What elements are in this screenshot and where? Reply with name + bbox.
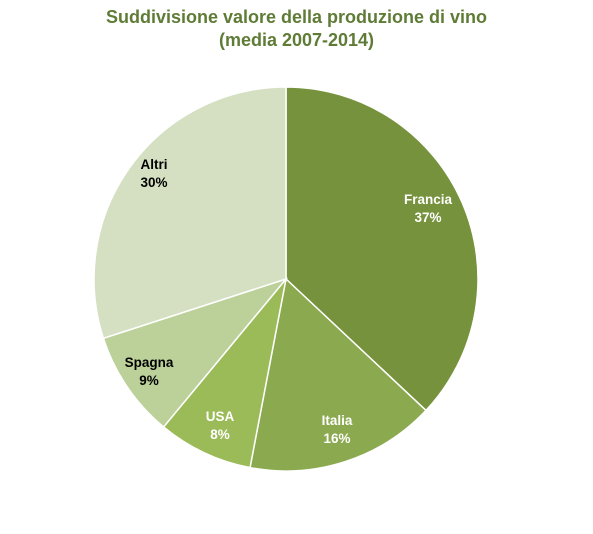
pie-slice-altri <box>93 86 287 340</box>
pie-label-usa-value: 8% <box>210 427 230 442</box>
pie-slices <box>93 86 479 472</box>
pie-labels: Francia 37% Italia 16% USA 8% Spagna 9% Altri 30% <box>125 157 453 446</box>
pie-label-altri-name: Altri <box>141 157 168 172</box>
pie-label-francia-name: Francia <box>404 192 453 207</box>
chart-title: Suddivisione valore della produzione di … <box>0 6 593 52</box>
pie-label-spagna-name: Spagna <box>125 355 174 370</box>
pie-label-altri-value: 30% <box>140 175 167 190</box>
pie-slice-italia <box>249 277 428 472</box>
pie-label-italia-value: 16% <box>323 431 350 446</box>
pie-label-spagna-value: 9% <box>139 373 159 388</box>
pie-slice-spagna <box>102 277 289 428</box>
chart-title-line1: Suddivisione valore della produzione di … <box>105 7 488 27</box>
pie-label-italia-name: Italia <box>322 413 353 428</box>
pie-slice-francia <box>285 86 479 412</box>
pie-slice-usa <box>162 278 287 469</box>
pie-label-usa-name: USA <box>206 409 235 424</box>
pie-label-francia-value: 37% <box>414 210 441 225</box>
chart-subtitle: (media 2007-2014) <box>218 30 375 50</box>
